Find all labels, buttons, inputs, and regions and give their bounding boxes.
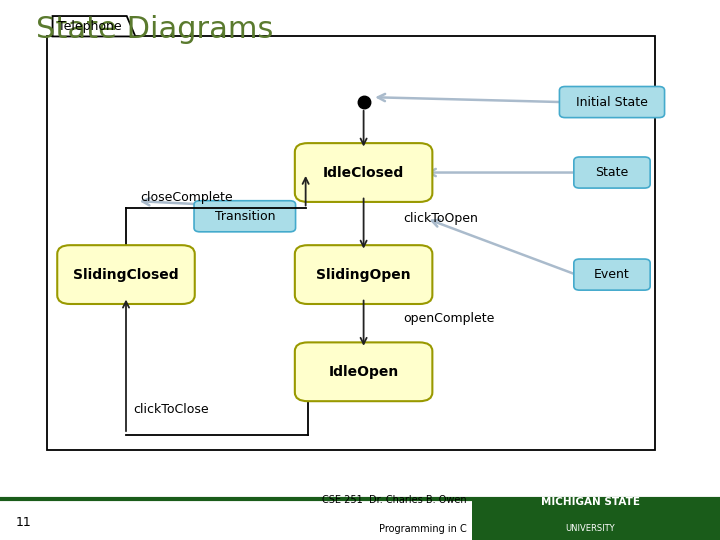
Text: UNIVERSITY: UNIVERSITY: [566, 524, 615, 533]
FancyBboxPatch shape: [295, 342, 432, 401]
FancyBboxPatch shape: [295, 143, 432, 202]
FancyBboxPatch shape: [574, 259, 650, 290]
Text: Event: Event: [594, 268, 630, 281]
Text: openComplete: openComplete: [403, 312, 495, 325]
Text: State: State: [595, 166, 629, 179]
Text: closeComplete: closeComplete: [140, 191, 233, 204]
Text: clickToClose: clickToClose: [133, 402, 209, 416]
Text: SlidingClosed: SlidingClosed: [73, 268, 179, 281]
FancyBboxPatch shape: [47, 37, 655, 449]
FancyBboxPatch shape: [194, 201, 296, 232]
FancyBboxPatch shape: [295, 245, 432, 304]
Text: Telephone: Telephone: [58, 20, 122, 33]
Text: Transition: Transition: [215, 210, 275, 223]
Text: IdleClosed: IdleClosed: [323, 166, 404, 179]
Text: MICHIGAN STATE: MICHIGAN STATE: [541, 497, 640, 507]
Text: CSE 251  Dr. Charles B. Owen: CSE 251 Dr. Charles B. Owen: [322, 495, 467, 505]
Text: State Diagrams: State Diagrams: [36, 15, 274, 44]
Text: 11: 11: [16, 516, 32, 530]
Text: IdleOpen: IdleOpen: [328, 365, 399, 379]
Text: SlidingOpen: SlidingOpen: [316, 268, 411, 281]
Text: Initial State: Initial State: [576, 96, 648, 109]
Bar: [472, 500, 720, 540]
FancyBboxPatch shape: [574, 157, 650, 188]
Text: Programming in C: Programming in C: [379, 524, 467, 535]
Polygon shape: [53, 16, 135, 37]
FancyBboxPatch shape: [57, 245, 194, 304]
Text: clickToOpen: clickToOpen: [403, 212, 478, 225]
FancyBboxPatch shape: [559, 86, 665, 118]
